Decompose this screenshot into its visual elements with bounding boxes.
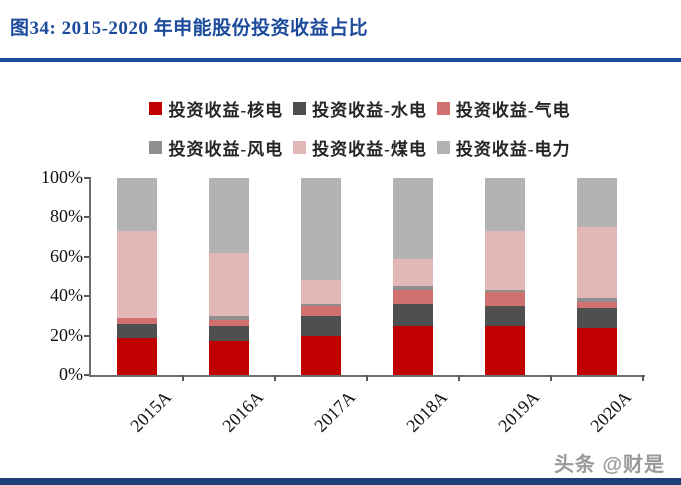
y-axis-tick-label: 100% — [41, 167, 83, 187]
segment-投资收益-煤电 — [577, 227, 617, 299]
segment-投资收益-气电 — [117, 317, 157, 324]
legend-item: 投资收益-电力 — [436, 135, 571, 160]
x-axis-tick — [366, 375, 368, 381]
legend-label: 投资收益-电力 — [455, 140, 571, 159]
y-axis-tick — [84, 374, 91, 376]
y-axis-tick — [84, 295, 91, 298]
x-axis-label: 2018A — [402, 387, 452, 436]
bar-2020A — [577, 178, 617, 375]
segment-投资收益-煤电 — [393, 258, 433, 287]
legend-swatch-icon — [293, 141, 307, 154]
bar-2015A — [117, 178, 157, 375]
bar-2019A — [485, 178, 525, 376]
x-axis-tick — [458, 375, 460, 381]
segment-投资收益-气电 — [301, 305, 341, 316]
y-axis-tick-label: 0% — [59, 364, 83, 384]
legend-item: 投资收益-核电 — [149, 96, 283, 121]
segment-投资收益-水电 — [485, 306, 525, 326]
footer-bar — [0, 478, 681, 485]
bar-2017A — [301, 178, 341, 375]
legend-swatch-icon — [149, 141, 163, 154]
y-axis-tick-label: 20% — [50, 324, 83, 345]
legend-item: 投资收益-水电 — [293, 96, 427, 121]
segment-投资收益-核电 — [485, 325, 525, 376]
segment-投资收益-核电 — [577, 327, 617, 375]
segment-投资收益-煤电 — [485, 231, 525, 291]
legend-row: 投资收益-风电 投资收益-煤电 投资收益-电力 — [75, 135, 645, 160]
segment-投资收益-风电 — [209, 315, 249, 320]
x-axis-label: 2020A — [586, 387, 636, 436]
legend-swatch-icon — [436, 141, 450, 154]
figure-title: 图34: 2015-2020 年申能股份投资收益占比 — [10, 18, 369, 39]
segment-投资收益-气电 — [485, 292, 525, 307]
segment-投资收益-水电 — [393, 304, 433, 326]
y-axis-tick-label: 40% — [50, 285, 83, 306]
x-axis-tick — [182, 375, 184, 381]
y-axis-line — [89, 178, 91, 377]
y-axis-tick-label: 80% — [50, 206, 83, 227]
segment-投资收益-气电 — [393, 290, 433, 305]
chart-legend: 投资收益-核电 投资收益-水电 投资收益-气电 投资收益-风电 投资收益-煤电 投资收益-… — [75, 96, 645, 160]
legend-swatch-icon — [293, 102, 307, 115]
legend-label: 投资收益-煤电 — [312, 140, 427, 159]
x-axis-label: 2015A — [126, 387, 176, 436]
segment-投资收益-核电 — [301, 335, 341, 375]
x-axis-label: 2019A — [494, 387, 544, 436]
legend-item: 投资收益-煤电 — [293, 135, 427, 160]
y-axis-tick-label: 60% — [50, 245, 83, 266]
y-axis-tick — [84, 255, 91, 258]
y-axis-tick — [84, 177, 91, 179]
segment-投资收益-水电 — [577, 307, 617, 328]
legend-label: 投资收益-水电 — [312, 101, 427, 120]
segment-投资收益-气电 — [577, 302, 617, 308]
title-divider — [0, 58, 681, 62]
legend-item: 投资收益-气电 — [436, 96, 571, 121]
bar-2016A — [209, 178, 249, 375]
segment-投资收益-电力 — [117, 178, 157, 232]
x-axis-tick — [274, 375, 276, 381]
segment-投资收益-煤电 — [117, 231, 157, 318]
segment-投资收益-核电 — [393, 325, 433, 375]
legend-row: 投资收益-核电 投资收益-水电 投资收益-气电 — [75, 96, 645, 121]
watermark: 头条 @财是 — [553, 454, 665, 476]
legend-label: 投资收益-核电 — [168, 101, 284, 120]
y-axis-tick — [84, 334, 91, 337]
segment-投资收益-电力 — [209, 178, 249, 253]
legend-swatch-icon — [149, 102, 163, 115]
segment-投资收益-电力 — [577, 178, 617, 228]
segment-投资收益-水电 — [209, 325, 249, 342]
y-axis-tick — [84, 216, 91, 219]
segment-投资收益-电力 — [485, 178, 525, 232]
legend-item: 投资收益-风电 — [149, 135, 283, 160]
segment-投资收益-核电 — [209, 341, 249, 375]
legend-swatch-icon — [436, 102, 450, 115]
segment-投资收益-水电 — [301, 315, 341, 336]
x-axis-label: 2016A — [218, 387, 268, 436]
segment-投资收益-电力 — [301, 178, 341, 281]
segment-投资收益-风电 — [393, 286, 433, 291]
segment-投资收益-煤电 — [301, 280, 341, 304]
segment-投资收益-电力 — [393, 178, 433, 259]
segment-投资收益-气电 — [209, 319, 249, 326]
x-axis-tick — [550, 375, 552, 381]
segment-投资收益-核电 — [117, 337, 157, 375]
segment-投资收益-水电 — [117, 323, 157, 338]
segment-投资收益-煤电 — [209, 252, 249, 316]
legend-label: 投资收益-气电 — [455, 101, 571, 120]
x-axis-tick — [642, 375, 644, 381]
segment-投资收益-风电 — [577, 298, 617, 303]
legend-label: 投资收益-风电 — [168, 140, 284, 159]
segment-投资收益-风电 — [301, 303, 341, 306]
bar-2018A — [393, 178, 433, 375]
segment-投资收益-风电 — [485, 290, 525, 293]
x-axis-label: 2017A — [310, 387, 360, 436]
